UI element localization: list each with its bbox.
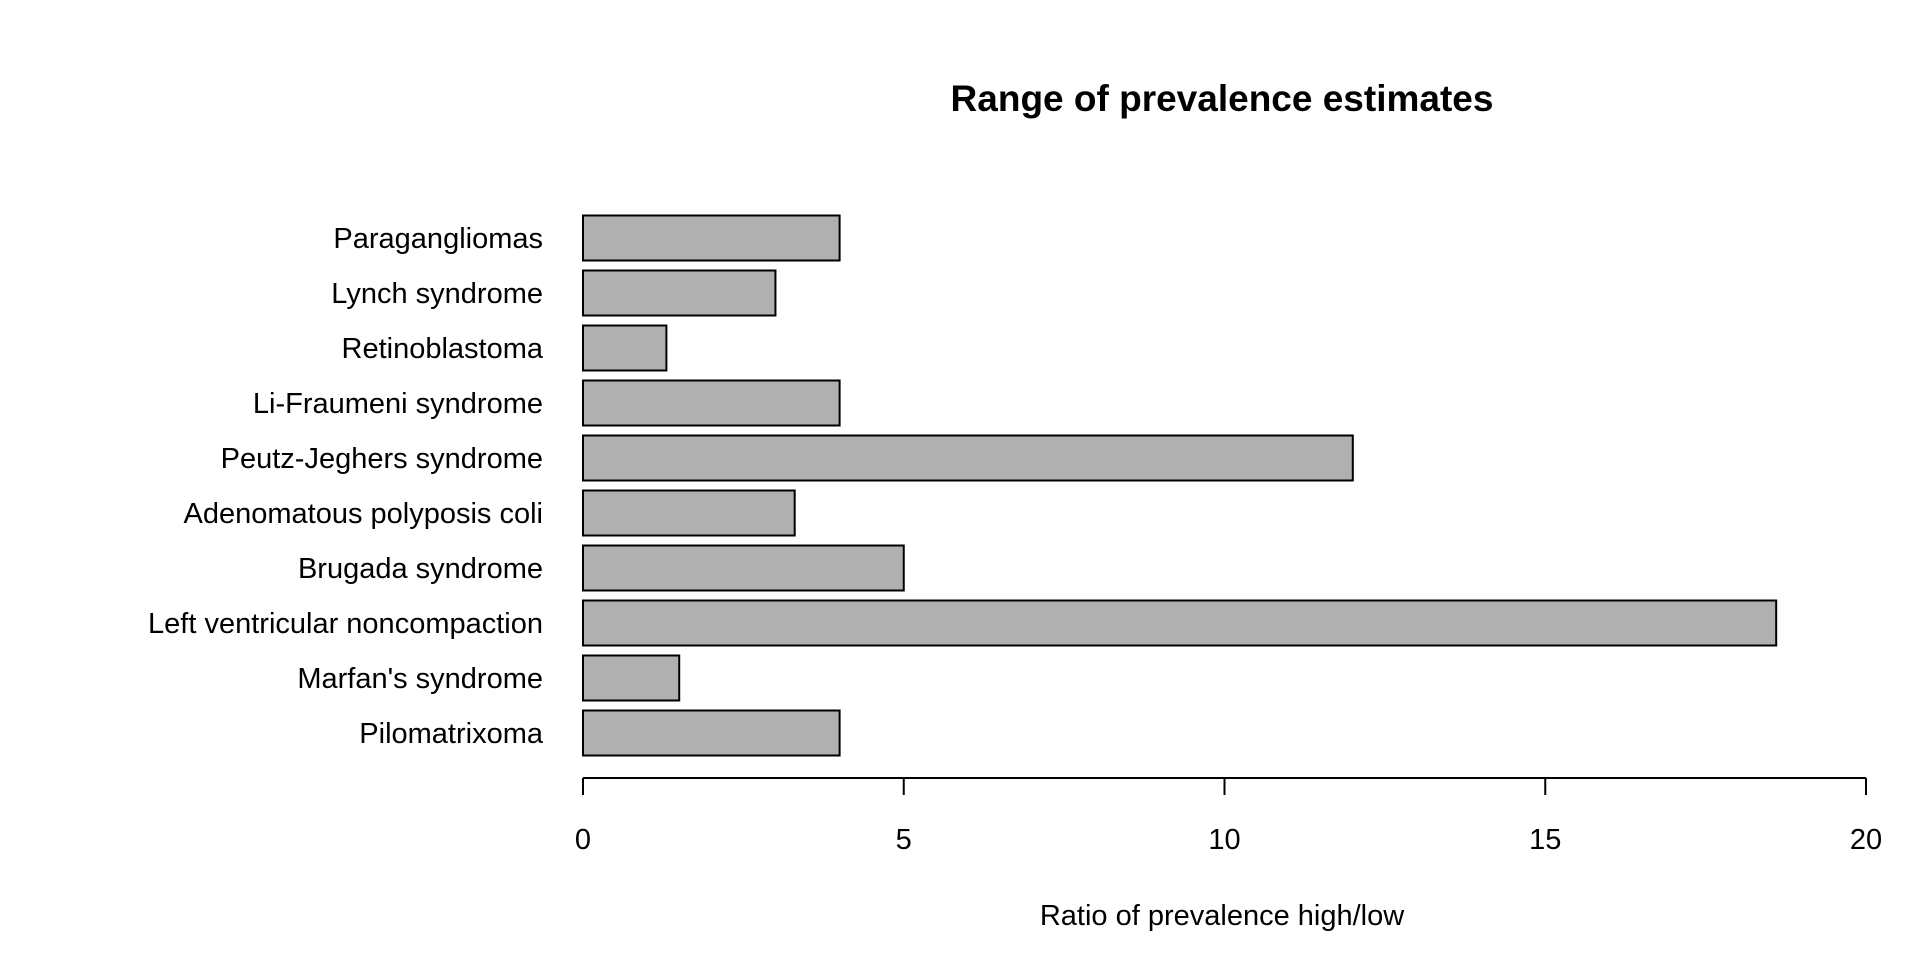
bar-4 — [582, 434, 1354, 482]
bar-8 — [582, 654, 681, 702]
x-tick-label-1: 5 — [896, 824, 912, 856]
bars-group — [582, 214, 1778, 757]
bar-1 — [582, 269, 777, 317]
category-label-1: Lynch syndrome — [331, 278, 543, 310]
category-label-6: Brugada syndrome — [298, 553, 543, 585]
x-tick-label-0: 0 — [575, 824, 591, 856]
bar-0 — [582, 214, 841, 262]
bar-5 — [582, 489, 796, 537]
category-label-8: Marfan's syndrome — [297, 663, 543, 695]
bar-9 — [582, 709, 841, 757]
category-label-3: Li-Fraumeni syndrome — [253, 388, 543, 420]
category-label-9: Pilomatrixoma — [359, 718, 544, 750]
x-axis-label: Ratio of prevalence high/low — [1040, 900, 1405, 932]
x-axis: 0 5 10 15 20 — [575, 777, 1882, 856]
chart-title: Range of prevalence estimates — [951, 78, 1494, 119]
bar-2 — [582, 324, 668, 372]
bar-7 — [582, 599, 1778, 647]
bar-6 — [582, 544, 905, 592]
x-tick-label-3: 15 — [1529, 824, 1561, 856]
category-label-5: Adenomatous polyposis coli — [184, 498, 543, 530]
x-tick-label-2: 10 — [1208, 824, 1240, 856]
x-tick-label-4: 20 — [1850, 824, 1882, 856]
category-label-0: Paragangliomas — [333, 223, 543, 255]
category-label-4: Peutz-Jeghers syndrome — [221, 443, 543, 475]
category-labels-group: Paragangliomas Lynch syndrome Retinoblasto… — [148, 223, 544, 750]
category-label-2: Retinoblastoma — [342, 333, 544, 365]
bar-3 — [582, 379, 841, 427]
category-label-7: Left ventricular noncompaction — [148, 608, 543, 640]
